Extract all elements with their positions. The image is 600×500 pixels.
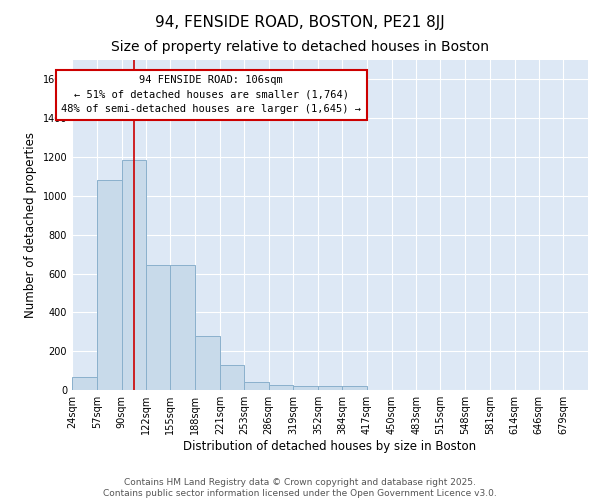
X-axis label: Distribution of detached houses by size in Boston: Distribution of detached houses by size … bbox=[184, 440, 476, 453]
Bar bbox=[121, 160, 146, 390]
Bar bbox=[293, 386, 318, 390]
Bar bbox=[170, 265, 195, 390]
Text: 94 FENSIDE ROAD: 106sqm
← 51% of detached houses are smaller (1,764)
48% of semi: 94 FENSIDE ROAD: 106sqm ← 51% of detache… bbox=[61, 75, 361, 114]
Bar bbox=[342, 386, 367, 390]
Text: Contains HM Land Registry data © Crown copyright and database right 2025.
Contai: Contains HM Land Registry data © Crown c… bbox=[103, 478, 497, 498]
Bar bbox=[318, 386, 342, 390]
Bar bbox=[146, 265, 170, 390]
Bar bbox=[244, 382, 269, 390]
Bar bbox=[195, 336, 220, 390]
Bar bbox=[220, 365, 244, 390]
Text: 94, FENSIDE ROAD, BOSTON, PE21 8JJ: 94, FENSIDE ROAD, BOSTON, PE21 8JJ bbox=[155, 15, 445, 30]
Bar bbox=[97, 180, 121, 390]
Text: Size of property relative to detached houses in Boston: Size of property relative to detached ho… bbox=[111, 40, 489, 54]
Bar bbox=[269, 385, 293, 390]
Bar bbox=[72, 378, 97, 390]
Y-axis label: Number of detached properties: Number of detached properties bbox=[24, 132, 37, 318]
